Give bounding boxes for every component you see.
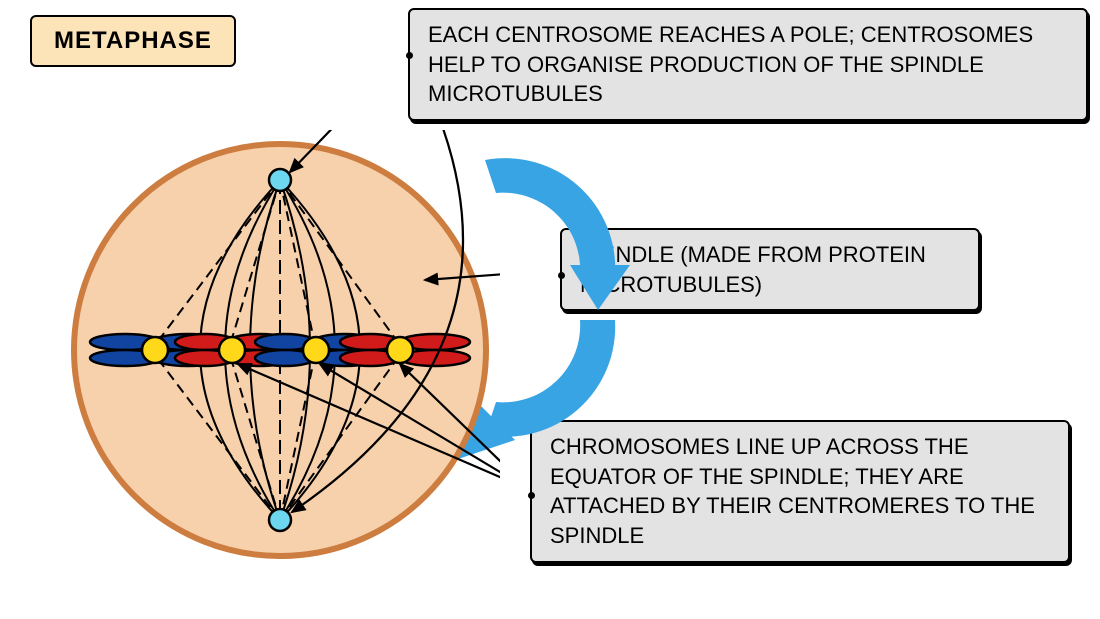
callout-centrosome: EACH CENTROSOME REACHES A POLE; CENTROSO… — [408, 8, 1088, 121]
chromosomes — [90, 334, 470, 366]
centrosome-bottom — [269, 509, 291, 531]
callout-dot — [528, 492, 535, 499]
centromere — [219, 337, 245, 363]
centromere — [142, 337, 168, 363]
callout-dot — [406, 52, 413, 59]
cell-diagram — [60, 130, 500, 570]
callout-centrosome-text: EACH CENTROSOME REACHES A POLE; CENTROSO… — [428, 22, 1033, 106]
centromere — [303, 337, 329, 363]
centromere — [387, 337, 413, 363]
phase-title: METAPHASE — [30, 15, 236, 67]
centrosome-top — [269, 169, 291, 191]
